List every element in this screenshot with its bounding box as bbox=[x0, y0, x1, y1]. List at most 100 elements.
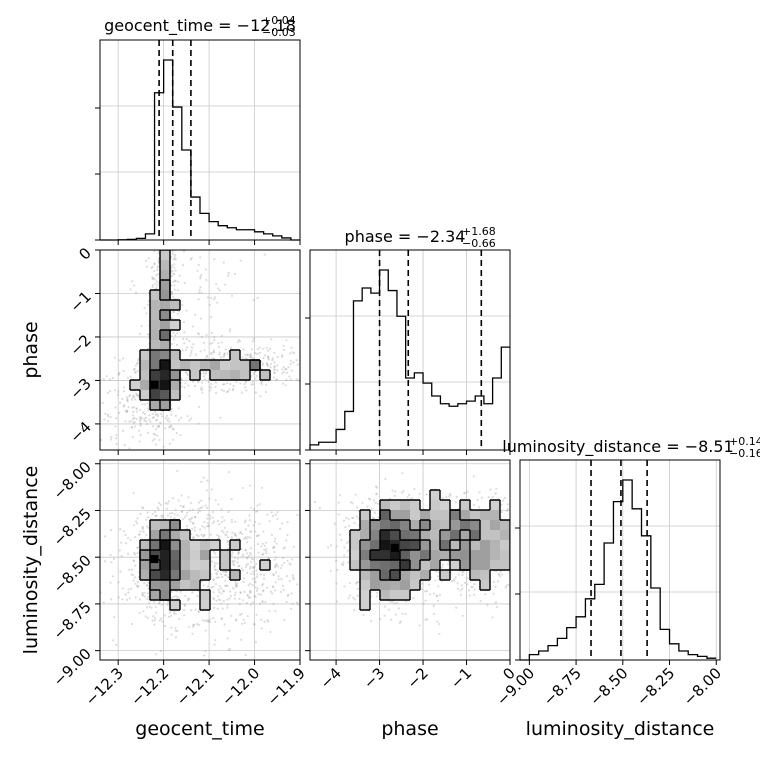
sample-point bbox=[115, 442, 118, 445]
sample-point bbox=[281, 382, 284, 385]
sample-point bbox=[233, 532, 236, 535]
sample-point bbox=[250, 348, 253, 351]
sample-point bbox=[243, 382, 246, 386]
sample-point bbox=[181, 264, 185, 267]
sample-point bbox=[130, 398, 134, 401]
sample-point bbox=[173, 245, 175, 247]
density-cell bbox=[230, 360, 241, 371]
sample-point bbox=[201, 381, 204, 384]
sample-point bbox=[383, 614, 386, 617]
sample-point bbox=[398, 621, 401, 625]
sample-point bbox=[254, 377, 257, 380]
sample-point bbox=[206, 585, 209, 588]
density-cell bbox=[140, 380, 151, 391]
sample-point bbox=[141, 594, 145, 597]
density-cell bbox=[210, 360, 221, 371]
sample-point bbox=[205, 489, 208, 492]
sample-point bbox=[252, 383, 255, 386]
sample-point bbox=[233, 556, 237, 560]
sample-point bbox=[168, 426, 171, 429]
sample-point bbox=[184, 594, 187, 598]
sample-point bbox=[196, 332, 200, 335]
sample-point bbox=[187, 496, 190, 499]
sample-point bbox=[188, 509, 191, 512]
sample-point bbox=[173, 284, 176, 287]
sample-point bbox=[196, 595, 199, 598]
sample-point bbox=[352, 516, 355, 520]
sample-point bbox=[421, 582, 424, 585]
sample-point bbox=[144, 403, 147, 406]
sample-point bbox=[140, 324, 143, 328]
density-cell bbox=[210, 370, 221, 381]
sample-point bbox=[215, 391, 218, 394]
sample-point bbox=[170, 343, 173, 346]
sample-point bbox=[218, 289, 221, 292]
sample-point bbox=[174, 612, 177, 616]
sample-point bbox=[210, 297, 213, 300]
sample-point bbox=[254, 586, 257, 589]
sample-point bbox=[205, 356, 208, 359]
density-cell bbox=[160, 540, 171, 551]
sample-point bbox=[158, 226, 160, 228]
sample-point bbox=[205, 334, 208, 337]
sample-point bbox=[133, 524, 136, 527]
sample-point bbox=[247, 524, 250, 527]
sample-point bbox=[402, 490, 405, 493]
sample-point bbox=[151, 425, 155, 428]
sample-point bbox=[286, 371, 289, 374]
sample-point bbox=[230, 536, 233, 539]
sample-point bbox=[121, 357, 124, 360]
title-geocent-time-plus: +0.04 bbox=[262, 14, 296, 27]
density-cell bbox=[150, 580, 161, 591]
sample-point bbox=[212, 349, 215, 352]
x-tick-label: −12.2 bbox=[127, 664, 172, 709]
sample-point bbox=[170, 413, 173, 416]
sample-point bbox=[242, 553, 245, 556]
sample-point bbox=[183, 386, 186, 389]
sample-point bbox=[286, 521, 289, 524]
sample-point bbox=[401, 472, 404, 475]
sample-point bbox=[119, 528, 122, 531]
sample-point bbox=[128, 597, 131, 600]
sample-point bbox=[266, 619, 269, 622]
sample-point bbox=[436, 599, 440, 602]
sample-point bbox=[384, 477, 387, 480]
sample-point bbox=[176, 590, 179, 593]
density-cell bbox=[160, 310, 171, 321]
sample-point bbox=[234, 534, 238, 538]
sample-point bbox=[171, 247, 173, 249]
sample-point bbox=[118, 371, 121, 374]
sample-point bbox=[292, 361, 295, 364]
density-cell bbox=[180, 540, 191, 551]
sample-point bbox=[127, 405, 130, 409]
sample-point bbox=[142, 610, 145, 613]
sample-point bbox=[389, 600, 392, 604]
sample-point bbox=[275, 562, 278, 566]
sample-point bbox=[220, 388, 223, 391]
sample-point bbox=[273, 368, 276, 371]
sample-point bbox=[238, 531, 242, 535]
density-cell bbox=[150, 530, 161, 541]
sample-point bbox=[400, 491, 403, 494]
sample-point bbox=[292, 576, 295, 579]
sample-point bbox=[277, 578, 280, 581]
sample-point bbox=[161, 516, 164, 519]
sample-point bbox=[242, 577, 245, 580]
sample-point bbox=[212, 596, 215, 599]
density-cell bbox=[160, 350, 171, 361]
sample-point bbox=[134, 364, 137, 367]
sample-point bbox=[124, 542, 128, 545]
sample-point bbox=[470, 586, 473, 589]
sample-point bbox=[355, 582, 358, 585]
sample-point bbox=[186, 597, 189, 600]
sample-point bbox=[245, 563, 248, 566]
sample-point bbox=[208, 517, 212, 520]
sample-point bbox=[154, 653, 157, 656]
sample-point bbox=[170, 284, 173, 287]
sample-point bbox=[182, 505, 185, 508]
sample-point bbox=[226, 536, 229, 539]
sample-point bbox=[151, 615, 155, 618]
sample-point bbox=[241, 555, 244, 558]
sample-point bbox=[237, 565, 240, 568]
sample-point bbox=[222, 589, 225, 592]
